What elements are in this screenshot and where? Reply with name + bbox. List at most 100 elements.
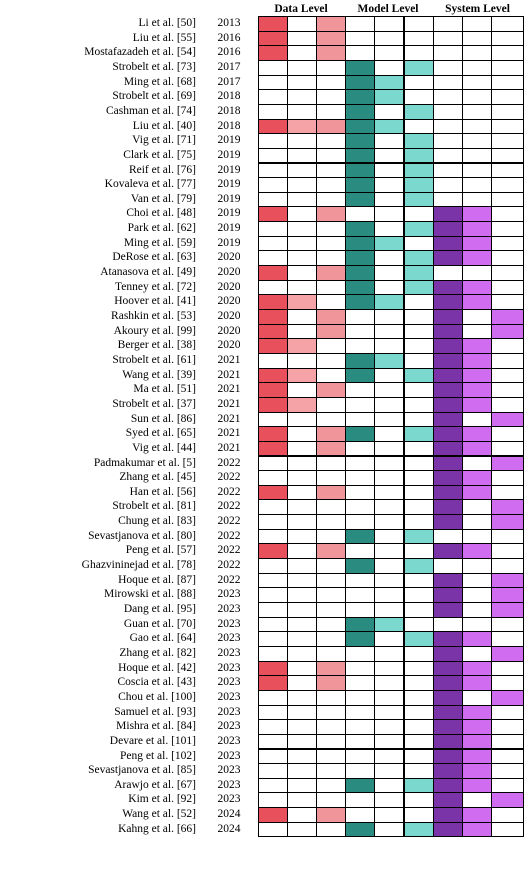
reference-label: Van et al. [79] <box>130 192 196 205</box>
level-cell <box>287 660 318 677</box>
reference-label: Coscia et al. [43] <box>117 676 196 689</box>
reference-label: Ming et al. [68] <box>123 75 196 88</box>
level-cell <box>403 572 434 589</box>
reference-label: Liu et al. [55] <box>132 31 196 44</box>
reference-label: Ma et al. [51] <box>133 383 196 396</box>
level-cell <box>258 499 289 516</box>
level-cell <box>461 221 492 237</box>
level-cell <box>490 89 524 105</box>
level-cell <box>490 748 524 765</box>
year-label: 2022 <box>217 515 241 528</box>
level-cell <box>258 572 289 589</box>
level-cell <box>461 206 492 223</box>
level-cell <box>490 821 524 838</box>
level-cell <box>461 704 492 721</box>
table-row: Peng et al. [102] 2023 <box>0 748 524 765</box>
level-cell <box>490 323 524 340</box>
level-cell <box>461 16 492 32</box>
level-cell <box>258 763 289 779</box>
level-cell <box>432 602 463 618</box>
table-row: Chou et al. [100] 2023 <box>0 689 524 706</box>
level-cell <box>490 543 524 560</box>
level-cell <box>432 265 463 281</box>
level-cell <box>287 265 318 281</box>
level-cell <box>345 221 376 237</box>
level-cell <box>287 30 318 47</box>
table-row: Ming et al. [59] 2019 <box>0 235 524 252</box>
level-cell <box>287 470 318 486</box>
level-cell <box>258 177 289 193</box>
level-cell <box>345 250 376 267</box>
level-cell <box>461 426 492 442</box>
year-label: 2021 <box>217 412 241 425</box>
level-cell <box>345 763 376 779</box>
level-cell <box>287 279 318 296</box>
level-cell <box>316 235 347 252</box>
level-cell <box>345 587 376 603</box>
level-cell <box>316 748 347 765</box>
level-cell <box>374 30 405 47</box>
level-cell <box>345 792 376 809</box>
level-cell <box>490 411 524 428</box>
level-cell <box>374 221 405 237</box>
level-cell <box>461 279 492 296</box>
table-row: Akoury et al. [99] 2020 <box>0 323 524 340</box>
table-row: Wang et al. [52] 2024 <box>0 807 524 823</box>
level-cell <box>432 411 463 428</box>
level-cell <box>432 367 463 384</box>
year-label: 2019 <box>217 178 241 191</box>
level-cell <box>461 309 492 325</box>
level-cell <box>345 514 376 530</box>
year-label: 2024 <box>217 808 241 821</box>
level-cell <box>490 309 524 325</box>
level-cell <box>374 235 405 252</box>
level-cell <box>403 133 434 149</box>
year-label: 2023 <box>217 749 241 762</box>
level-cell <box>461 89 492 105</box>
level-cell <box>432 426 463 442</box>
level-cell <box>287 45 318 61</box>
year-label: 2022 <box>217 529 241 542</box>
reference-label: Kovaleva et al. [77] <box>104 178 196 191</box>
level-cell <box>490 645 524 662</box>
level-cell <box>258 367 289 384</box>
level-cell <box>432 777 463 794</box>
level-cell <box>432 763 463 779</box>
level-cell <box>258 587 289 603</box>
level-cell <box>345 118 376 135</box>
level-cell <box>490 59 524 76</box>
level-cell <box>258 440 289 457</box>
level-cell <box>345 338 376 354</box>
reference-label: Dang et al. [95] <box>123 603 196 615</box>
level-cell <box>316 191 347 208</box>
year-label: 2022 <box>217 485 241 498</box>
reference-label: Vig et al. [71] <box>132 134 196 147</box>
level-cell <box>490 616 524 633</box>
level-cell <box>345 103 376 120</box>
level-cell <box>432 133 463 149</box>
year-label: 2017 <box>217 60 241 73</box>
level-cell <box>316 89 347 105</box>
level-cell <box>374 323 405 340</box>
reference-label: Wang et al. [39] <box>122 368 196 381</box>
level-cell <box>345 74 376 91</box>
level-cell <box>374 645 405 662</box>
level-cell <box>403 16 434 32</box>
year-label: 2023 <box>217 705 241 718</box>
reference-label: Reif et al. [76] <box>128 163 196 176</box>
table-row: Strobelt et al. [69] 2018 <box>0 89 524 105</box>
level-cell <box>432 294 463 310</box>
level-cell <box>403 426 434 442</box>
level-cell <box>345 660 376 677</box>
level-cell <box>461 455 492 472</box>
level-cell <box>316 396 347 413</box>
reference-label: Strobelt et al. [73] <box>112 60 196 73</box>
level-cell <box>374 74 405 91</box>
level-cell <box>345 235 376 252</box>
level-cell <box>403 719 434 735</box>
level-cell <box>490 221 524 237</box>
level-cell <box>461 352 492 369</box>
year-label: 2019 <box>217 192 241 205</box>
level-cell <box>316 294 347 310</box>
level-cell <box>432 221 463 237</box>
